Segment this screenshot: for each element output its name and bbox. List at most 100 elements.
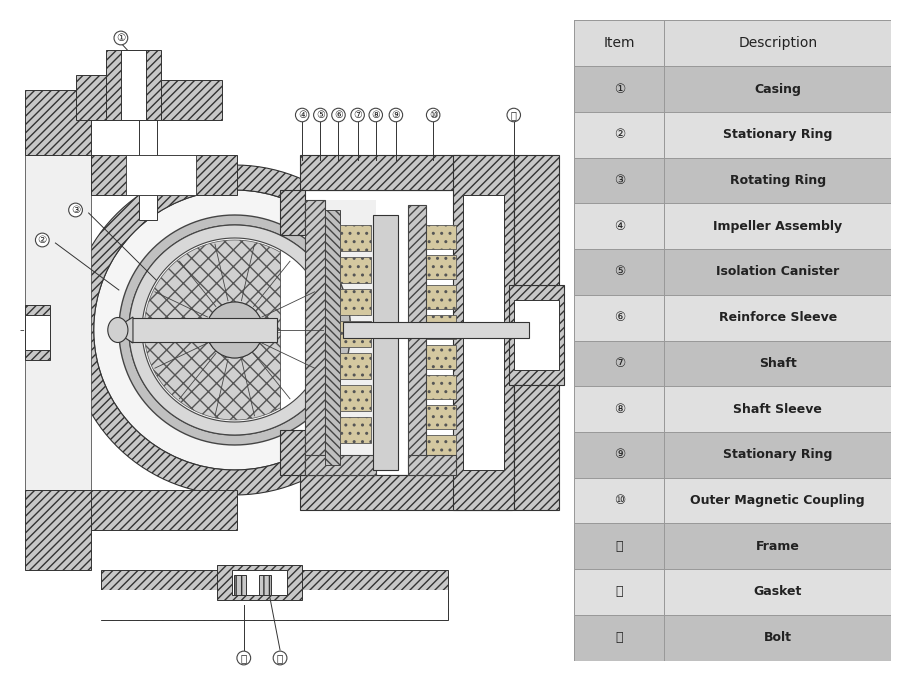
Polygon shape [217,565,302,600]
Polygon shape [340,385,371,411]
Polygon shape [574,66,664,112]
Polygon shape [514,300,559,370]
Text: Rotating Ring: Rotating Ring [730,174,826,187]
Polygon shape [664,615,891,661]
Text: ④: ④ [614,220,625,233]
Text: Casing: Casing [754,82,801,95]
Text: Stationary Ring: Stationary Ring [723,128,832,141]
Polygon shape [340,257,371,283]
Text: ⑬: ⑬ [616,631,623,644]
Text: ⑨: ⑨ [614,448,625,461]
Text: ⑤: ⑤ [614,266,625,279]
Polygon shape [161,80,221,120]
Polygon shape [301,475,512,510]
Polygon shape [25,90,91,155]
Polygon shape [664,249,891,295]
Polygon shape [418,345,456,369]
Polygon shape [131,318,277,342]
Polygon shape [340,225,371,251]
Polygon shape [664,432,891,477]
Text: Frame: Frame [756,540,800,553]
Polygon shape [301,155,512,190]
Polygon shape [574,524,664,569]
Text: ⑦: ⑦ [614,357,625,370]
Text: Description: Description [738,36,817,50]
Polygon shape [418,285,456,309]
Polygon shape [574,386,664,432]
Polygon shape [343,322,529,338]
Polygon shape [408,455,456,475]
Text: Impeller Assembly: Impeller Assembly [713,220,842,233]
Polygon shape [664,569,891,615]
Polygon shape [514,155,559,285]
Polygon shape [574,477,664,524]
Text: ①: ① [116,33,125,43]
Polygon shape [418,225,456,249]
Text: ⑬: ⑬ [277,653,284,663]
Text: ⑪: ⑪ [511,110,517,120]
Polygon shape [664,204,891,249]
Polygon shape [418,375,456,399]
Polygon shape [664,295,891,340]
Text: ⑩: ⑩ [428,110,437,120]
Text: ①: ① [614,82,625,95]
Text: ⑥: ⑥ [614,311,625,324]
Text: ⑧: ⑧ [614,402,625,415]
Text: Bolt: Bolt [764,631,792,644]
Polygon shape [231,570,287,595]
Polygon shape [418,405,456,429]
Text: ②: ② [38,235,47,245]
Polygon shape [129,225,340,435]
Polygon shape [664,20,891,66]
Polygon shape [408,205,426,470]
Polygon shape [126,155,196,195]
Polygon shape [112,317,133,343]
Polygon shape [574,112,664,157]
Polygon shape [280,190,305,235]
Text: ⑨: ⑨ [392,110,400,120]
Polygon shape [301,190,512,475]
Polygon shape [514,385,559,510]
Polygon shape [101,570,448,620]
Polygon shape [664,66,891,112]
Polygon shape [68,165,400,495]
Text: Shaft: Shaft [759,357,796,370]
Polygon shape [234,575,246,595]
Polygon shape [76,75,106,120]
Polygon shape [326,200,375,475]
Polygon shape [25,490,91,570]
Polygon shape [106,50,161,120]
Polygon shape [280,430,305,475]
Polygon shape [305,200,326,475]
Text: ⑥: ⑥ [334,110,343,120]
Polygon shape [259,575,271,595]
Circle shape [94,190,375,470]
Polygon shape [574,157,664,204]
Polygon shape [340,417,371,443]
Polygon shape [508,285,564,385]
Polygon shape [574,20,664,66]
Polygon shape [418,315,456,339]
Polygon shape [326,210,340,465]
Text: ④: ④ [298,110,307,120]
Polygon shape [305,455,375,475]
Polygon shape [91,155,237,195]
Polygon shape [25,305,50,360]
Polygon shape [373,215,398,470]
Polygon shape [574,295,664,340]
Text: ⑤: ⑤ [316,110,325,120]
Polygon shape [664,477,891,524]
Polygon shape [91,490,237,530]
Polygon shape [464,195,504,470]
Text: ⑦: ⑦ [353,110,362,120]
Polygon shape [664,524,891,569]
Polygon shape [418,435,456,459]
Polygon shape [340,321,371,347]
Polygon shape [574,615,664,661]
Text: ⑫: ⑫ [616,586,623,599]
Polygon shape [664,157,891,204]
Polygon shape [574,249,664,295]
Polygon shape [340,289,371,315]
Polygon shape [574,569,664,615]
Polygon shape [418,255,456,279]
